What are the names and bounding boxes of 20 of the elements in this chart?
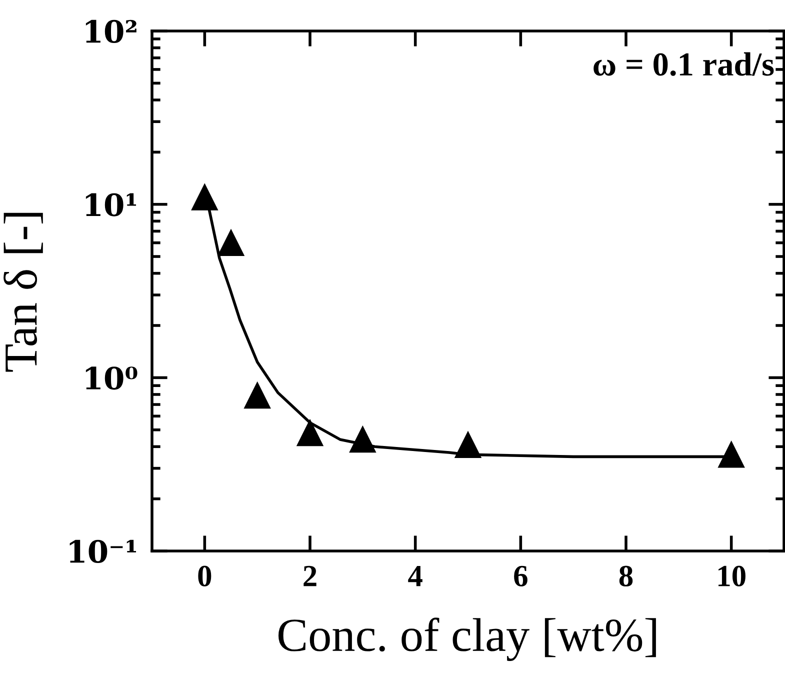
x-tick-label: 8	[619, 566, 633, 586]
point	[296, 420, 324, 446]
annotation: ω = 0.1 rad/s	[594, 52, 774, 76]
point	[244, 382, 271, 409]
y-tick-label: 10²	[86, 20, 136, 44]
x-tick-label: 10	[718, 566, 746, 586]
point	[349, 426, 376, 453]
x-tick-label: 4	[408, 566, 422, 586]
y-tick-label: 10⁰	[86, 366, 138, 390]
x-axis-title: Conc. of clay [wt%]	[278, 618, 656, 662]
x-tick-label: 2	[304, 566, 316, 586]
y-axis-title: Tan δ [-]	[4, 212, 43, 372]
y-tick-label: 10¹	[86, 193, 136, 216]
point	[218, 230, 244, 256]
x-tick-label: 0	[198, 566, 212, 586]
point	[454, 432, 482, 458]
y-tick-label: 10⁻¹	[70, 540, 136, 564]
point	[718, 441, 745, 468]
x-tick-label: 6	[514, 566, 528, 586]
point	[191, 184, 218, 210]
